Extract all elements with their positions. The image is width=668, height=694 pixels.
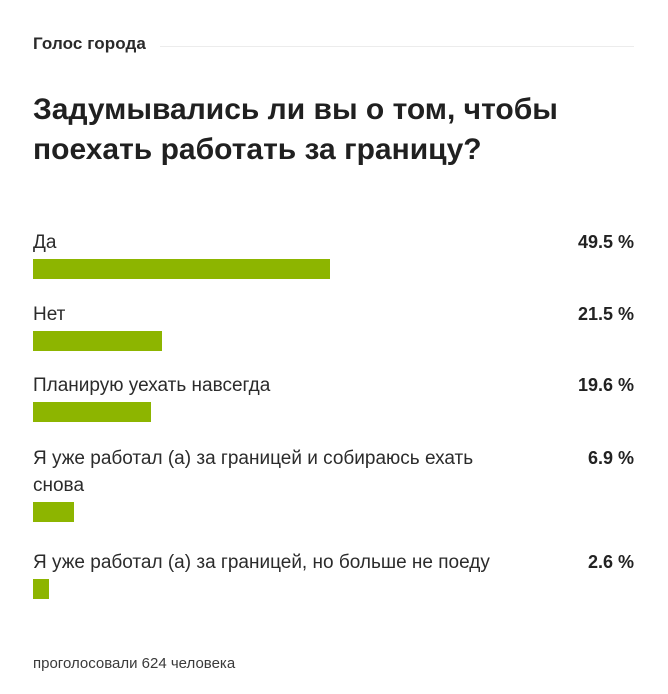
option-percent: 19.6 % xyxy=(577,375,634,395)
option-bar-track xyxy=(33,331,634,351)
option-label: Я уже работал (а) за границей, но больше… xyxy=(33,552,490,573)
option-bar xyxy=(33,402,151,422)
option-bar-track xyxy=(33,259,634,279)
poll-option-worked-wont-go: Я уже работал (а) за границей, но больше… xyxy=(33,549,634,599)
vote-count: проголосовали 624 человека xyxy=(33,655,236,672)
option-percent: 6.9 % xyxy=(587,448,634,468)
option-bar xyxy=(33,259,330,279)
widget-title: Голос города xyxy=(33,34,146,53)
header-divider xyxy=(159,45,634,47)
poll-option-no: Нет 21.5 % xyxy=(33,301,634,351)
poll-option-yes: Да 49.5 % xyxy=(33,229,634,279)
option-bar-track xyxy=(33,402,634,422)
option-label: Планирую уехать навсегда xyxy=(33,375,271,396)
option-label: Нет xyxy=(33,304,66,325)
poll-option-leave-forever: Планирую уехать навсегда 19.6 % xyxy=(33,372,634,422)
poll-option-worked-go-again: Я уже работал (а) за границей и собираюс… xyxy=(33,445,634,522)
option-percent: 21.5 % xyxy=(577,304,634,324)
option-bar xyxy=(33,502,75,522)
option-bar xyxy=(33,331,162,351)
poll-question: Задумывались ли вы о том, чтобы поехать … xyxy=(33,93,558,166)
option-bar xyxy=(33,579,49,599)
widget-header: Голос города xyxy=(33,30,634,58)
option-percent: 2.6 % xyxy=(587,552,634,572)
option-bar-track xyxy=(33,579,634,599)
option-label: Да xyxy=(33,232,57,253)
option-label: Я уже работал (а) за границей и собираюс… xyxy=(33,448,474,496)
option-percent: 49.5 % xyxy=(577,232,634,252)
option-bar-track xyxy=(33,502,634,522)
